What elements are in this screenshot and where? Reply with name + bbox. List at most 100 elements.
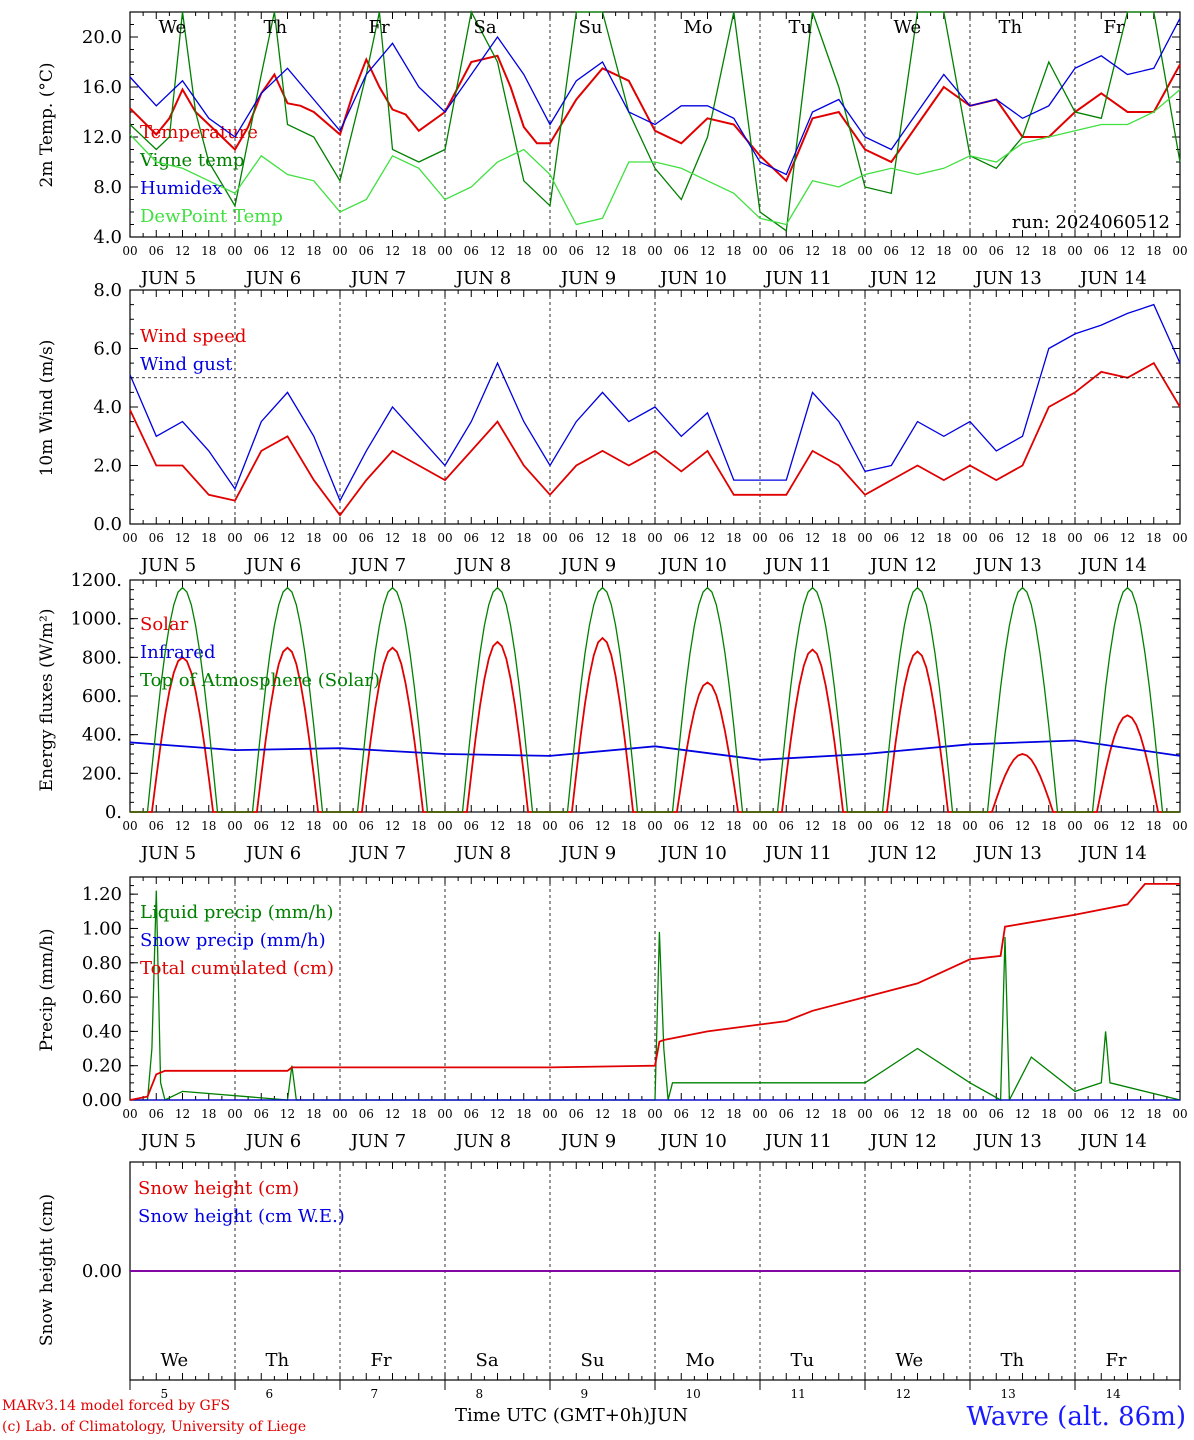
x-hour-label: 06 xyxy=(779,531,794,545)
bottom-weekday-label: We xyxy=(896,1350,924,1371)
weekday-label: Sa xyxy=(474,17,497,38)
x-hour-label: 06 xyxy=(989,1107,1004,1121)
x-hour-label: 12 xyxy=(700,531,715,545)
x-hour-label: 00 xyxy=(332,244,347,258)
x-hour-label: 12 xyxy=(910,531,925,545)
x-hour-label: 00 xyxy=(437,531,452,545)
weekday-label: Mo xyxy=(684,17,713,38)
x-hour-label: 12 xyxy=(490,244,505,258)
x-hour-label: 00 xyxy=(857,531,872,545)
x-hour-label: 00 xyxy=(1172,244,1187,258)
x-hour-label: 12 xyxy=(595,531,610,545)
run-label: run: 2024060512 xyxy=(1012,212,1170,233)
x-hour-label: 06 xyxy=(149,819,164,833)
x-hour-label: 06 xyxy=(779,244,794,258)
x-hour-label: 18 xyxy=(1041,819,1056,833)
x-hour-label: 00 xyxy=(542,531,557,545)
x-day-label: JUN 7 xyxy=(349,843,406,864)
y-tick-label: 2.0 xyxy=(93,456,122,477)
x-hour-label: 12 xyxy=(700,1107,715,1121)
x-hour-label: 00 xyxy=(332,531,347,545)
series-line-humidex xyxy=(129,17,1181,176)
series-line-liquid-precip-mm-h- xyxy=(130,890,1181,1102)
y-tick-label: 0.00 xyxy=(82,1090,122,1111)
x-hour-label: 06 xyxy=(464,531,479,545)
x-hour-label: 12 xyxy=(1015,531,1030,545)
x-hour-label: 12 xyxy=(280,244,295,258)
x-hour-label: 12 xyxy=(1015,1107,1030,1121)
x-hour-label: 18 xyxy=(726,531,741,545)
x-hour-label: 00 xyxy=(437,819,452,833)
x-hour-label: 00 xyxy=(437,1107,452,1121)
weekday-label: Tu xyxy=(789,17,813,38)
x-hour-label: 06 xyxy=(1094,531,1109,545)
x-hour-label: 18 xyxy=(1146,531,1161,545)
x-hour-label: 06 xyxy=(884,819,899,833)
weekday-label: Su xyxy=(579,17,603,38)
x-hour-label: 18 xyxy=(1041,1107,1056,1121)
x-hour-label: 18 xyxy=(726,1107,741,1121)
y-tick-label: 1000. xyxy=(70,609,122,630)
x-hour-label: 12 xyxy=(805,819,820,833)
x-day-label: JUN 13 xyxy=(973,555,1042,576)
x-hour-label: 06 xyxy=(149,244,164,258)
bottom-weekday-label: Sa xyxy=(476,1350,499,1371)
x-hour-label: 12 xyxy=(1120,819,1135,833)
x-hour-label: 00 xyxy=(227,1107,242,1121)
x-day-label: JUN 14 xyxy=(1078,555,1147,576)
x-hour-label: 06 xyxy=(1094,244,1109,258)
x-hour-label: 12 xyxy=(385,1107,400,1121)
legend-entry: Humidex xyxy=(140,178,222,199)
x-hour-label: 12 xyxy=(385,819,400,833)
x-hour-label: 12 xyxy=(175,531,190,545)
x-hour-label: 18 xyxy=(201,531,216,545)
y-tick-label: 20.0 xyxy=(82,27,122,48)
x-hour-label: 12 xyxy=(1120,244,1135,258)
x-hour-label: 06 xyxy=(1094,819,1109,833)
x-day-label: JUN 12 xyxy=(868,843,937,864)
x-hour-label: 00 xyxy=(1067,1107,1082,1121)
x-hour-label: 12 xyxy=(595,819,610,833)
legend-entry: Top of Atmosphere (Solar) xyxy=(140,670,380,691)
x-day-label: JUN 6 xyxy=(244,268,301,289)
x-day-label: JUN 11 xyxy=(763,843,832,864)
x-hour-label: 06 xyxy=(359,244,374,258)
x-day-label: JUN 6 xyxy=(244,1131,301,1152)
x-hour-label: 00 xyxy=(122,244,137,258)
legend-entry: Infrared xyxy=(140,642,215,663)
x-hour-label: 18 xyxy=(516,531,531,545)
x-hour-label: 18 xyxy=(306,1107,321,1121)
x-hour-label: 18 xyxy=(936,531,951,545)
x-day-label: JUN 8 xyxy=(454,268,511,289)
x-day-label: JUN 14 xyxy=(1078,843,1147,864)
x-hour-label: 12 xyxy=(175,819,190,833)
x-hour-label: 12 xyxy=(805,1107,820,1121)
x-hour-label: 06 xyxy=(989,819,1004,833)
x-hour-label: 06 xyxy=(359,1107,374,1121)
x-hour-label: 12 xyxy=(1015,244,1030,258)
x-hour-label: 18 xyxy=(411,531,426,545)
x-hour-label: 06 xyxy=(989,531,1004,545)
bottom-day-number: 10 xyxy=(686,1387,701,1401)
y-tick-label: 12.0 xyxy=(82,127,122,148)
x-hour-label: 06 xyxy=(569,1107,584,1121)
x-hour-label: 18 xyxy=(1041,244,1056,258)
x-hour-label: 12 xyxy=(910,244,925,258)
x-hour-label: 00 xyxy=(542,1107,557,1121)
y-tick-label: 0.0 xyxy=(93,514,122,535)
x-hour-label: 18 xyxy=(831,244,846,258)
x-hour-label: 12 xyxy=(175,1107,190,1121)
bottom-weekday-label: Th xyxy=(1001,1350,1025,1371)
y-tick-label: 0.20 xyxy=(82,1056,122,1077)
weekday-label: Fr xyxy=(369,17,390,38)
x-hour-label: 18 xyxy=(621,819,636,833)
x-hour-label: 06 xyxy=(884,1107,899,1121)
x-day-label: JUN 8 xyxy=(454,555,511,576)
x-hour-label: 00 xyxy=(1172,531,1187,545)
bottom-day-number: 13 xyxy=(1001,1387,1016,1401)
x-hour-label: 06 xyxy=(149,531,164,545)
x-hour-label: 00 xyxy=(122,819,137,833)
bottom-day-number: 5 xyxy=(161,1387,169,1401)
bottom-day-number: 7 xyxy=(371,1387,379,1401)
x-hour-label: 12 xyxy=(1120,1107,1135,1121)
